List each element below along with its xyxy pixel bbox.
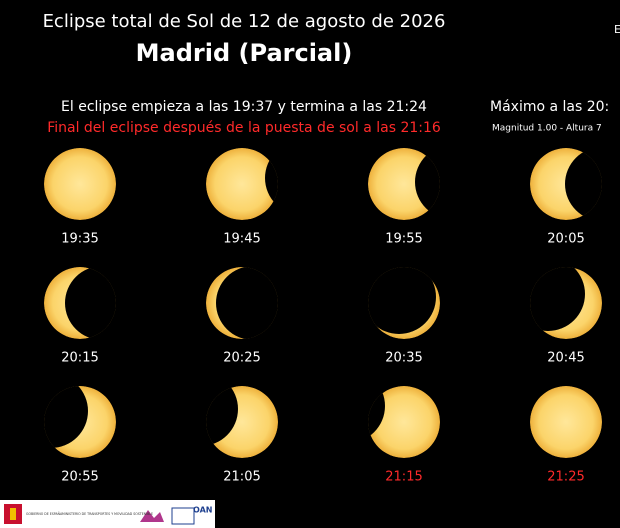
moon-disk — [530, 267, 585, 331]
maximum: Máximo a las 20: — [490, 99, 609, 115]
sun-frame — [206, 148, 278, 220]
sun-frame — [44, 267, 116, 339]
time-label: 20:55 — [61, 470, 98, 485]
time-label: 19:55 — [385, 232, 422, 247]
time-label: 20:25 — [223, 351, 260, 366]
logo-ign — [140, 510, 164, 522]
times-info: El eclipse empieza a las 19:37 y termina… — [61, 99, 427, 115]
title: Eclipse total de Sol de 12 de agosto de … — [43, 11, 446, 32]
time-label: 21:25 — [547, 470, 584, 485]
moon-disk — [415, 148, 440, 219]
logo-building — [171, 507, 195, 525]
sun-frame — [206, 267, 278, 339]
time-label: 19:35 — [61, 232, 98, 247]
sun-frame — [530, 386, 602, 458]
corner-text: E — [614, 23, 620, 36]
frames: 19:35 19:45 19:55 20:05 20:15 20:25 20:35 20:45… — [44, 148, 602, 485]
location: Madrid (Parcial) — [136, 39, 353, 67]
sun-frame — [44, 148, 116, 220]
moon-disk — [65, 267, 116, 339]
moon-disk — [565, 148, 602, 220]
logo-strip — [0, 500, 215, 528]
logo-shield-inner — [10, 508, 16, 520]
sun-frame — [530, 267, 602, 339]
moon-disk — [44, 386, 88, 448]
moon-disk — [216, 267, 278, 339]
time-label: 19:45 — [223, 232, 260, 247]
moon-disk — [368, 267, 436, 334]
sun-disk — [206, 148, 278, 220]
sun-frame — [368, 386, 440, 458]
magnitude: Magnitud 1.00 - Altura 7 — [492, 124, 602, 134]
sun-frame — [368, 267, 440, 339]
time-label: 20:35 — [385, 351, 422, 366]
time-label: 20:15 — [61, 351, 98, 366]
time-label: 20:05 — [547, 232, 584, 247]
time-label: 21:05 — [223, 470, 260, 485]
time-label: 21:15 — [385, 470, 422, 485]
sun-disk — [44, 148, 116, 220]
sun-frame — [44, 386, 116, 458]
logo-text: GOBIERNO DE ESPAÑA — [26, 511, 63, 516]
warning: Final del eclipse después de la puesta d… — [47, 120, 441, 136]
sun-disk — [530, 386, 602, 458]
sun-frame — [530, 148, 602, 220]
time-label: 20:45 — [547, 351, 584, 366]
logo-text: OAN — [193, 506, 212, 515]
logo-text: MINISTERIO DE TRANSPORTES Y MOVILIDAD SO… — [62, 512, 153, 516]
sun-disk — [368, 386, 440, 458]
sun-frame — [368, 148, 440, 220]
